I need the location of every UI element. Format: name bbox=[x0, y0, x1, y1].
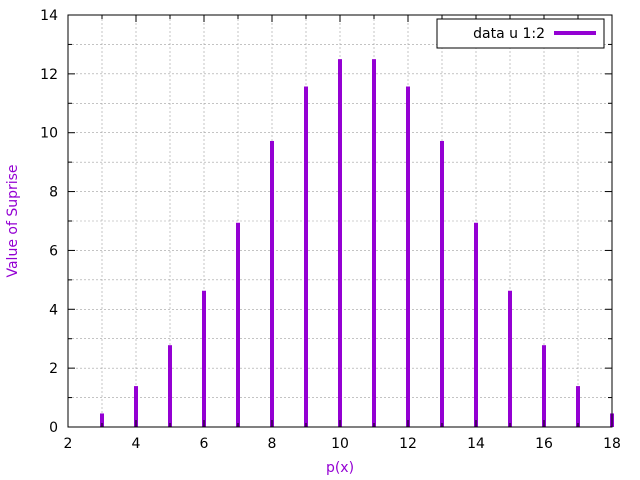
y-tick-label: 8 bbox=[49, 185, 58, 201]
bar bbox=[406, 86, 410, 428]
y-tick-label: 10 bbox=[40, 126, 58, 142]
x-tick-label: 18 bbox=[603, 436, 621, 452]
y-tick-label: 14 bbox=[40, 8, 58, 24]
x-tick-label: 2 bbox=[64, 436, 73, 452]
bar bbox=[576, 386, 580, 427]
bar bbox=[270, 140, 274, 427]
x-tick-label: 10 bbox=[331, 436, 349, 452]
x-tick-label: 16 bbox=[535, 436, 553, 452]
bar bbox=[236, 222, 240, 427]
x-tick-label: 6 bbox=[200, 436, 209, 452]
x-tick-label: 4 bbox=[132, 436, 141, 452]
x-tick-label: 12 bbox=[399, 436, 417, 452]
bar bbox=[542, 345, 546, 427]
y-tick-label: 4 bbox=[49, 302, 58, 318]
bar bbox=[440, 140, 444, 427]
x-tick-label: 14 bbox=[467, 436, 485, 452]
bar bbox=[304, 86, 308, 428]
x-axis-label: p(x) bbox=[326, 460, 354, 476]
bar bbox=[372, 59, 376, 428]
y-tick-label: 2 bbox=[49, 361, 58, 377]
bar bbox=[508, 290, 512, 427]
bar bbox=[168, 345, 172, 427]
y-tick-label: 12 bbox=[40, 67, 58, 83]
legend: data u 1:2 bbox=[436, 18, 605, 49]
x-tick-label: 8 bbox=[268, 436, 277, 452]
bar bbox=[134, 386, 138, 427]
y-tick-label: 0 bbox=[49, 420, 58, 436]
bar bbox=[474, 222, 478, 427]
y-tick-label: 6 bbox=[49, 243, 58, 259]
bar bbox=[202, 290, 206, 427]
y-axis-label: Value of Suprise bbox=[5, 164, 21, 277]
bar bbox=[100, 413, 104, 427]
bar bbox=[338, 59, 342, 428]
legend-entry-label: data u 1:2 bbox=[473, 26, 545, 42]
bars bbox=[100, 59, 614, 428]
ticks bbox=[67, 14, 613, 428]
